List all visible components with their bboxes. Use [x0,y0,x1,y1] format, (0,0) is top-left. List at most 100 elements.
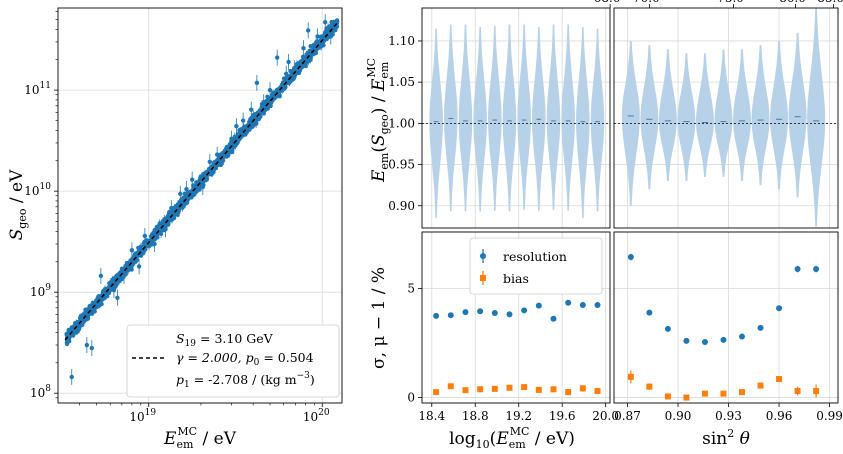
scatter-outlier-point [163,227,168,232]
resbias-xtick-label: 18.8 [462,409,489,423]
resbias-xtick-label: 19.2 [505,409,532,423]
violin-body [640,45,659,190]
violin-energy-panel: 0.90 0.95 1.00 1.05 1.10 [388,7,611,229]
bias-point [506,384,513,391]
scatter-point [150,232,155,237]
violin-body [517,24,531,210]
scatter-outlier-point [267,87,273,93]
resbias-xtick-label: 0.93 [715,409,742,423]
scatter-point [86,313,91,318]
resbias-energy-points [433,299,601,396]
resbias-angle-xlabel: sin2 θ [702,427,750,449]
resbias-xtick-label: 0.90 [665,409,692,423]
scatter-point [203,178,208,183]
resbias-energy-xlabel: log10(EemMC / eV) [449,425,575,451]
bias-point [521,384,528,391]
scatter-point [75,327,80,332]
violin-body [458,24,473,212]
scatter-point [71,329,76,335]
violin-energy-ticks: 0.90 0.95 1.00 1.05 1.10 [388,34,422,213]
violin-body [770,41,788,190]
bias-point [491,385,498,392]
scatter-outlier-point [261,99,266,105]
legend-line-gamma: γ = 2.000, p0 = 0.504 [176,350,314,368]
scatter-point [79,317,84,322]
violin-angle-panel: 68.0° 70.0° 75.0° 80.0° 85.0° [594,0,843,229]
bias-point [794,388,801,395]
scatter-outlier-point [284,71,289,77]
violin-body [751,45,770,186]
scatter-outlier-point [184,186,189,192]
violin-energy-bodies [422,24,610,219]
scatter-outlier-point [328,34,333,39]
scatter-point [182,201,187,206]
resolution-point [477,308,484,315]
resolution-point [491,310,498,317]
violin-body [658,49,677,182]
bias-point [550,386,557,393]
legend-resolution-label: resolution [503,249,567,264]
top-axis-label: 85.0° [817,0,843,5]
scatter-outlier-point [207,159,213,165]
scatter-outlier-point [169,205,174,211]
resbias-xtick-label: 20.0 [592,409,619,423]
violin-ylabel: Eem(Sgeo) / EemMC [365,58,391,183]
resbias-ytick-label: 0 [407,391,415,405]
scatter-ytick-label: 1010 [24,182,51,198]
violin-body [546,24,561,210]
violin-body [502,24,517,212]
scatter-point [301,56,306,61]
scatter-point [97,301,103,306]
scatter-outlier-point [84,342,90,348]
scatter-point [103,294,108,299]
scatter-point [316,41,321,46]
violin-body [590,28,605,212]
bias-point [646,383,653,390]
scatter-point [128,259,133,264]
resolution-point [550,315,557,322]
scatter-panel: 1019 1020 108 109 1010 1011 S19 = 3.10 GeV γ … [7,7,343,451]
scatter-outlier-point [129,248,135,253]
scatter-point [123,264,128,269]
resbias-xtick-label: 18.4 [418,409,445,423]
top-axis-label: 80.0° [779,0,812,5]
scatter-ytick-label: 1011 [24,81,51,97]
scatter-outlier-point [249,107,254,112]
resbias-xtick-label: 19.6 [549,409,576,423]
scatter-ytick-label: 109 [30,283,51,299]
violin-body [677,53,696,181]
scatter-point [165,222,170,227]
resbias-xtick-label: 0.99 [816,409,843,423]
violin-ytick-label: 1.05 [388,75,415,89]
resolution-point [720,336,727,343]
resbias-angle-grid [614,232,838,403]
scatter-outlier-point [200,184,206,190]
scatter-xlabel: EemMC / eV [163,425,237,451]
scatter-outlier-point [142,233,148,239]
bias-point [477,386,484,393]
resolution-point [579,301,586,308]
violin-ytick-label: 1.00 [388,116,415,130]
resbias-xtick-label: 0.96 [766,409,793,423]
resolution-point [506,311,513,318]
violin-body [714,49,733,177]
scatter-point [232,144,237,149]
violin-body [733,49,751,182]
scatter-outlier-point [229,136,234,141]
resolution-point [664,325,671,332]
bias-point [535,386,542,393]
bias-point [447,383,454,390]
scatter-outlier-point [240,118,246,123]
top-axis-label: 75.0° [717,0,750,5]
resolution-point [462,309,469,316]
scatter-outlier-point [178,191,183,197]
violin-body [561,24,575,211]
scatter-outlier-point [315,34,320,39]
scatter-outlier-point [301,46,306,51]
top-axis-label: 68.0° [594,0,627,5]
legend-resolution-marker [480,253,486,259]
scatter-point [176,202,181,207]
scatter-outlier-point [274,55,280,60]
scatter-point [84,317,89,322]
